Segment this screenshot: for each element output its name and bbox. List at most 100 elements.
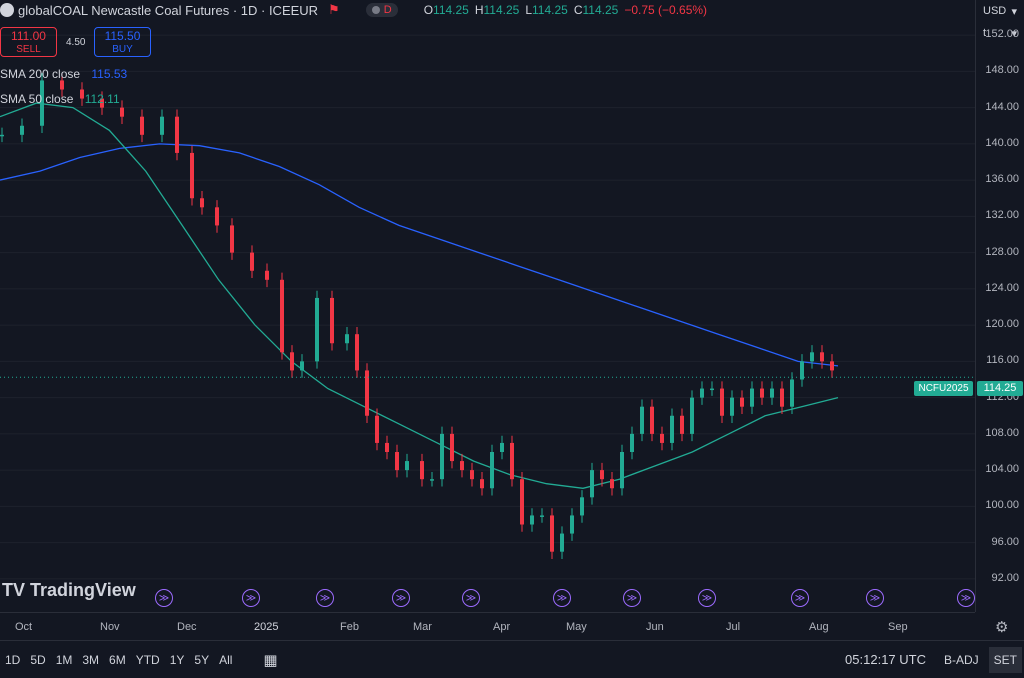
- candle-body: [700, 388, 704, 398]
- price-tick-label: 96.00: [991, 535, 1019, 548]
- sell-button[interactable]: 111.00 SELL: [0, 27, 57, 57]
- chevron-down-icon: ▾: [1011, 27, 1017, 40]
- event-icon[interactable]: ≫: [866, 589, 884, 607]
- candle-body: [300, 361, 304, 371]
- candle-body: [560, 533, 564, 552]
- event-icon[interactable]: ≫: [791, 589, 809, 607]
- settings-gear-icon[interactable]: ⚙: [995, 619, 1009, 636]
- interval-badge[interactable]: D: [365, 3, 398, 17]
- date-range-icon[interactable]: ▦: [263, 651, 278, 669]
- candle-body: [750, 388, 754, 407]
- time-label: Mar: [413, 621, 432, 633]
- range-1y[interactable]: 1Y: [169, 652, 185, 667]
- time-label: Oct: [15, 621, 33, 633]
- clock[interactable]: 05:12:17 UTC: [845, 652, 926, 667]
- last-price-tag: 114.25: [977, 381, 1023, 396]
- candle-body: [580, 497, 584, 516]
- candle-body: [820, 352, 824, 362]
- time-label: Nov: [100, 621, 120, 633]
- candle-body: [640, 406, 644, 434]
- badj-button[interactable]: B-ADJ: [943, 652, 979, 667]
- candle-body: [590, 470, 594, 498]
- bottom-toolbar: 1D 5D 1M 3M 6M YTD 1Y 5Y All ▦ 05:12:17 …: [0, 640, 1024, 678]
- candle-body: [630, 433, 634, 452]
- candle-body: [610, 479, 614, 489]
- time-axis[interactable]: Oct Nov Dec 2025 Feb Mar Apr May Jun Jul…: [0, 612, 1008, 640]
- unit-selector[interactable]: t ▾: [983, 27, 1017, 40]
- event-icon[interactable]: ≫: [553, 589, 571, 607]
- range-ytd[interactable]: YTD: [135, 652, 160, 667]
- chevron-down-icon: ▾: [1011, 5, 1017, 18]
- candle-body: [490, 452, 494, 489]
- candle-body: [500, 442, 504, 452]
- price-tick-label: 140.00: [985, 136, 1019, 149]
- price-tick-label: 148.00: [985, 64, 1019, 77]
- time-label: Apr: [493, 621, 511, 633]
- candle-body: [650, 406, 654, 434]
- price-scale[interactable]: USD ▾ t ▾ 152.00 148.00 144.00 140.00 136.00…: [975, 0, 1024, 612]
- range-3m[interactable]: 3M: [82, 652, 100, 667]
- event-icon[interactable]: ≫: [623, 589, 641, 607]
- candle-body: [770, 388, 774, 398]
- currency-selector[interactable]: USD ▾: [983, 5, 1017, 18]
- candle-body: [315, 297, 319, 362]
- sma200-legend[interactable]: SMA 200 close 115.53: [0, 67, 128, 81]
- candle-body: [740, 397, 744, 407]
- candle-body: [780, 388, 784, 407]
- time-label: Jun: [646, 621, 664, 633]
- price-tick-label: 128.00: [985, 245, 1019, 258]
- candle-body: [215, 207, 219, 226]
- range-6m[interactable]: 6M: [109, 652, 126, 667]
- range-all[interactable]: All: [219, 652, 233, 667]
- price-tick-label: 124.00: [985, 281, 1019, 294]
- price-tick-label: 136.00: [985, 173, 1019, 186]
- event-icon[interactable]: ≫: [392, 589, 410, 607]
- candle-body: [730, 397, 734, 416]
- chart-area[interactable]: globalCOAL Newcastle Coal Futures · 1D ·…: [0, 0, 975, 612]
- event-icon[interactable]: ≫: [957, 589, 975, 607]
- candle-body: [405, 461, 409, 471]
- candle-body: [200, 198, 204, 208]
- candle-body: [250, 252, 254, 271]
- set-button[interactable]: SET: [988, 646, 1022, 673]
- candle-body: [720, 388, 724, 416]
- candle-body: [190, 152, 194, 199]
- price-chart[interactable]: [0, 0, 975, 612]
- price-tick-label: 104.00: [985, 463, 1019, 476]
- event-icon[interactable]: ≫: [698, 589, 716, 607]
- symbol-price-tag: NCFU2025: [914, 381, 973, 396]
- candle-body: [670, 415, 674, 443]
- candle-body: [60, 80, 64, 90]
- price-tick-label: 92.00: [991, 571, 1019, 584]
- buy-button[interactable]: 115.50 BUY: [94, 27, 151, 57]
- candle-body: [265, 270, 269, 280]
- sma50-line: [0, 102, 839, 489]
- event-icon[interactable]: ≫: [242, 589, 260, 607]
- chart-title[interactable]: globalCOAL Newcastle Coal Futures · 1D ·…: [18, 2, 319, 18]
- range-5y[interactable]: 5Y: [194, 652, 210, 667]
- candle-body: [520, 479, 524, 525]
- candle-body: [20, 125, 24, 135]
- flag-icon[interactable]: ⚑: [328, 2, 340, 17]
- candle-body: [790, 379, 794, 407]
- candle-body: [550, 515, 554, 552]
- event-icon[interactable]: ≫: [462, 589, 480, 607]
- range-5d[interactable]: 5D: [30, 652, 46, 667]
- candle-body: [760, 388, 764, 398]
- event-icon[interactable]: ≫: [316, 589, 334, 607]
- candle-body: [660, 433, 664, 443]
- candle-body: [800, 361, 804, 380]
- range-1m[interactable]: 1M: [55, 652, 73, 667]
- tradingview-logo[interactable]: TV TradingView: [2, 580, 136, 600]
- time-label: 2025: [254, 621, 279, 633]
- candle-body: [530, 515, 534, 525]
- candle-body: [365, 370, 369, 416]
- candle-body: [100, 98, 104, 108]
- candle-body: [230, 225, 234, 253]
- price-tick-label: 100.00: [985, 499, 1019, 512]
- event-icon[interactable]: ≫: [155, 589, 173, 607]
- range-1d[interactable]: 1D: [5, 652, 21, 667]
- candle-body: [830, 361, 834, 371]
- candle-body: [420, 461, 424, 480]
- sma50-legend[interactable]: SMA 50 close 112.11: [0, 92, 120, 106]
